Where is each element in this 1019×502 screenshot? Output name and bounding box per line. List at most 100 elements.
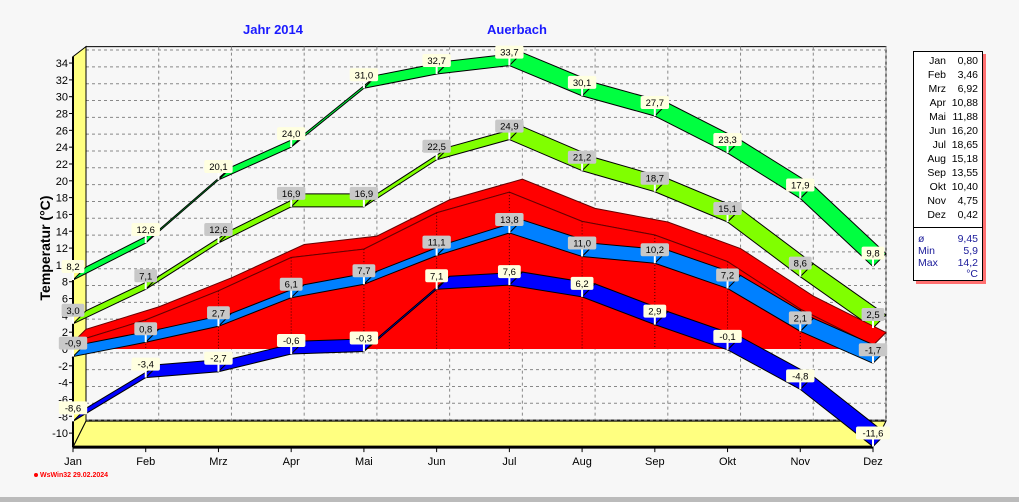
data-label: 27,7 (640, 96, 670, 117)
data-label: -0,9 (58, 336, 88, 357)
avg-label: ø (918, 233, 925, 245)
data-label-box (786, 369, 815, 383)
y-tick-label: -10 (52, 428, 68, 440)
data-label: 6,1 (279, 277, 303, 298)
data-label-box (495, 212, 524, 226)
data-label-box (716, 268, 739, 282)
data-label-text: 23,3 (718, 135, 737, 146)
data-label-box (58, 336, 88, 350)
data-label-text: 6,1 (285, 280, 298, 291)
max-label: Max (918, 257, 938, 269)
data-label-text: 2,9 (648, 307, 661, 318)
data-label-box (425, 269, 449, 283)
data-label-box (497, 265, 521, 279)
legend-row: Dez 0,42 (914, 208, 982, 222)
x-tick-label: Feb (136, 456, 155, 468)
legend-value: 13,55 (951, 167, 978, 179)
data-label: 2,5 (861, 307, 885, 328)
data-label-text: 24,0 (282, 129, 301, 140)
chart-title-year: Jahr 2014 (243, 22, 303, 37)
data-label-text: 9,8 (866, 249, 879, 260)
data-label-text: 12,6 (209, 225, 228, 236)
data-label-text: 8,6 (794, 259, 807, 270)
data-label: 7,7 (352, 264, 376, 285)
legend-month: Mai (929, 111, 946, 123)
legend-row: Jul 18,65 (914, 138, 982, 152)
data-label: 2,1 (788, 311, 812, 332)
legend-value: 0,42 (957, 209, 978, 221)
data-label: 8,6 (788, 256, 812, 277)
x-tick-label: Nov (790, 456, 810, 468)
data-label: -11,6 (856, 426, 890, 447)
x-tick-label: Sep (645, 456, 665, 468)
chart-title-station: Auerbach (487, 22, 547, 37)
data-label-box (643, 304, 667, 318)
y-tick-label: 18 (56, 193, 68, 205)
data-label-box (422, 53, 451, 67)
legend-month: Dez (927, 209, 946, 221)
data-label-text: 7,1 (430, 271, 443, 282)
data-label-text: 2,5 (866, 310, 879, 321)
legend-value: 15,18 (951, 153, 978, 165)
legend-row: Mrz 6,92 (914, 82, 982, 96)
data-label-text: 18,7 (646, 174, 665, 185)
data-label: 7,2 (716, 268, 739, 289)
data-label-box (713, 133, 742, 147)
data-label-text: 7,2 (721, 270, 734, 281)
data-label-box (858, 343, 888, 357)
data-label-text: -4,8 (792, 371, 808, 382)
data-label: 2,7 (207, 306, 230, 327)
left-wall (72, 45, 87, 448)
data-label: 33,7 (495, 45, 524, 66)
legend-month: Okt (929, 181, 946, 193)
data-label: 17,9 (786, 178, 815, 199)
data-label: 31,0 (349, 68, 379, 89)
monthly-mean-legend: Jan 0,80 Feb 3,46 Mrz 6,92 Apr 10,88 Mai 11,88 Jun… (913, 51, 983, 281)
data-label-box (207, 306, 230, 320)
y-tick-label: 6 (62, 294, 68, 306)
y-axis-label: Temperatur (°C) (37, 195, 53, 301)
footer-credit: WsWin32 29.02.2024 (34, 472, 108, 479)
y-tick-label: -4 (58, 378, 68, 390)
data-label-box (61, 260, 85, 274)
data-label-text: -0,3 (356, 334, 372, 345)
data-label-box (204, 351, 233, 365)
data-label-text: 11,0 (573, 238, 591, 249)
data-label: 15,1 (713, 202, 742, 223)
data-label: 11,1 (422, 235, 451, 256)
data-label-text: -0,1 (719, 332, 735, 343)
x-tick-label: Mrz (209, 456, 227, 468)
data-label: 12,6 (131, 223, 160, 244)
y-tick-label: -2 (58, 361, 68, 373)
y-tick-label: 24 (56, 142, 68, 154)
data-label-text: 7,6 (503, 267, 516, 278)
data-label: 11,0 (567, 236, 597, 257)
x-tick-label: Aug (572, 456, 592, 468)
data-label-text: 32,7 (427, 56, 446, 67)
area-line (72, 191, 874, 346)
data-label-text: 6,2 (575, 279, 588, 290)
data-label-text: 17,9 (791, 180, 810, 191)
x-tick-label: Jun (428, 456, 446, 468)
data-label-text: 8,2 (66, 262, 79, 273)
data-label: 24,9 (495, 119, 524, 140)
data-label-text: -0,6 (283, 336, 299, 347)
legend-month: Apr (929, 97, 946, 109)
data-label-box (495, 119, 524, 133)
legend-value: 18,65 (951, 139, 978, 151)
data-label-box (856, 426, 890, 440)
data-label-text: 12,6 (136, 225, 155, 236)
x-tick-label: Mai (355, 456, 373, 468)
data-label-text: 20,1 (209, 162, 228, 173)
data-label-text: 33,7 (500, 48, 519, 59)
data-label-box (713, 329, 742, 343)
x-tick-label: Dez (863, 456, 883, 468)
data-label-text: 22,5 (427, 142, 446, 153)
data-label: 24,0 (276, 127, 306, 148)
data-label: -2,7 (204, 351, 233, 372)
data-label: -0,1 (713, 329, 742, 350)
data-label-box (352, 264, 376, 278)
legend-row: Feb 3,46 (914, 68, 982, 82)
data-label: 23,3 (713, 133, 742, 154)
